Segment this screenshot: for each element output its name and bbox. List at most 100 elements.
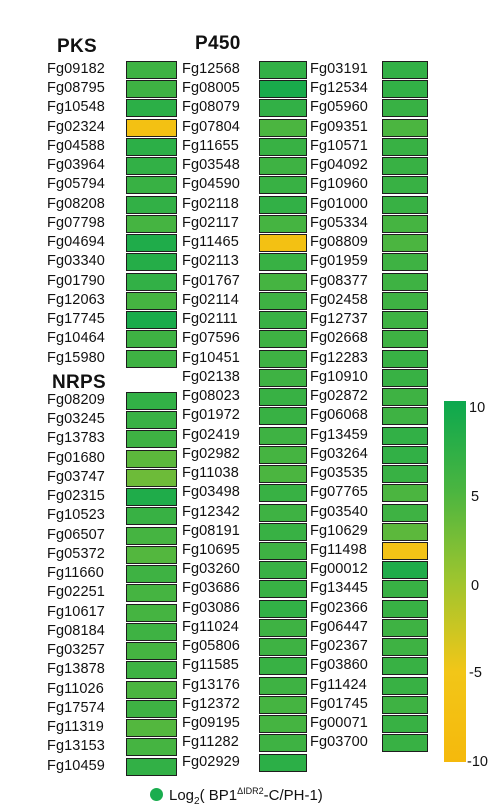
gene-label: Fg13445 bbox=[310, 580, 368, 597]
gene-label: Fg11585 bbox=[182, 657, 239, 674]
heatmap-cell bbox=[259, 99, 307, 118]
gene-label: Fg12063 bbox=[47, 291, 105, 308]
heatmap-cell bbox=[126, 80, 177, 99]
gene-label: Fg11660 bbox=[47, 565, 104, 582]
heatmap-cell bbox=[126, 157, 177, 176]
heatmap-cell bbox=[259, 311, 307, 330]
gene-label: Fg01790 bbox=[47, 272, 105, 289]
pks-header: PKS bbox=[57, 36, 97, 57]
gene-label: Fg01972 bbox=[182, 407, 240, 424]
heatmap-cell bbox=[126, 738, 177, 757]
heatmap-cell bbox=[126, 392, 177, 410]
heatmap-cell bbox=[126, 468, 177, 487]
gene-label: Fg04694 bbox=[47, 234, 105, 251]
heatmap-cell bbox=[382, 195, 428, 214]
heatmap-cell bbox=[126, 118, 177, 137]
heatmap-cell bbox=[126, 291, 177, 310]
gene-label: Fg12568 bbox=[182, 61, 240, 77]
gene-label: Fg01959 bbox=[310, 253, 368, 270]
heatmap-cell bbox=[382, 676, 428, 695]
gene-label: Fg11424 bbox=[310, 676, 367, 693]
heatmap-cell bbox=[382, 368, 428, 387]
heatmap-cell bbox=[126, 99, 177, 118]
gene-label: Fg13783 bbox=[47, 430, 105, 447]
gene-label: Fg10617 bbox=[47, 603, 105, 620]
gene-label: Fg01000 bbox=[310, 195, 368, 212]
heatmap-cell bbox=[382, 561, 428, 580]
gene-label: Fg02315 bbox=[47, 488, 105, 505]
heatmap-cell bbox=[382, 407, 428, 426]
heatmap-cell bbox=[126, 719, 177, 738]
heatmap-cell bbox=[382, 657, 428, 676]
heatmap-cell bbox=[259, 118, 307, 137]
gene-label: Fg02138 bbox=[182, 368, 240, 385]
gene-label: Fg10451 bbox=[182, 349, 240, 366]
heatmap-cell bbox=[259, 291, 307, 310]
colorbar bbox=[444, 401, 466, 762]
gene-label: Fg01680 bbox=[47, 449, 105, 466]
heatmap-cell bbox=[259, 580, 307, 599]
gene-label: Fg02668 bbox=[310, 330, 368, 347]
heatmap-cell bbox=[382, 734, 428, 753]
heatmap-cell bbox=[259, 695, 307, 714]
colorbar-tick-neg5: -5 bbox=[469, 665, 482, 681]
heatmap-cell bbox=[259, 176, 307, 195]
gene-label: Fg03686 bbox=[182, 580, 240, 597]
gene-label: Fg10629 bbox=[310, 522, 368, 539]
gene-label: Fg03260 bbox=[182, 561, 240, 578]
gene-label: Fg03535 bbox=[310, 465, 368, 482]
gene-label: Fg04092 bbox=[310, 157, 368, 174]
heatmap-cell bbox=[382, 80, 428, 99]
heatmap-cell bbox=[259, 80, 307, 99]
gene-label: Fg07765 bbox=[310, 484, 368, 501]
gene-label: Fg11655 bbox=[182, 137, 239, 154]
legend-sub: 2 bbox=[194, 796, 200, 807]
gene-label: Fg06507 bbox=[47, 526, 105, 543]
gene-label: Fg08079 bbox=[182, 99, 240, 116]
heatmap-cell bbox=[126, 642, 177, 661]
heatmap-cell bbox=[126, 430, 177, 449]
gene-label: Fg11465 bbox=[182, 234, 239, 251]
legend-rest: -C/PH-1) bbox=[263, 787, 323, 804]
gene-label: Fg05794 bbox=[47, 176, 105, 193]
p450-header: P450 bbox=[195, 33, 241, 54]
gene-label: Fg02367 bbox=[310, 638, 368, 655]
heatmap-cell bbox=[382, 484, 428, 503]
gene-label: Fg09351 bbox=[310, 118, 368, 135]
heatmap-cell bbox=[126, 311, 177, 330]
heatmap-cell bbox=[382, 349, 428, 368]
gene-label: Fg02113 bbox=[182, 253, 239, 270]
gene-label: Fg07804 bbox=[182, 118, 240, 135]
heatmap-cell bbox=[382, 388, 428, 407]
heatmap-cell bbox=[259, 195, 307, 214]
heatmap-cell bbox=[382, 291, 428, 310]
gene-label: Fg09195 bbox=[182, 715, 240, 732]
heatmap-cell bbox=[259, 253, 307, 272]
heatmap-cell bbox=[259, 561, 307, 580]
gene-label: Fg17745 bbox=[47, 311, 105, 328]
heatmap-cell bbox=[259, 734, 307, 753]
heatmap-cell bbox=[382, 157, 428, 176]
gene-label: Fg11038 bbox=[182, 465, 239, 482]
gene-label: Fg03540 bbox=[310, 503, 368, 520]
heatmap-cell bbox=[126, 661, 177, 680]
legend-sup: ΔIDR2 bbox=[237, 786, 264, 796]
gene-label: Fg02118 bbox=[182, 195, 239, 212]
gene-label: Fg05372 bbox=[47, 545, 105, 562]
heatmap-cell bbox=[259, 638, 307, 657]
gene-label: Fg02114 bbox=[182, 291, 239, 308]
gene-label: Fg01767 bbox=[182, 272, 240, 289]
heatmap-cell bbox=[259, 388, 307, 407]
colorbar-tick-0: 0 bbox=[471, 578, 480, 594]
heatmap-cell bbox=[382, 214, 428, 233]
gene-label: Fg11024 bbox=[182, 618, 239, 635]
gene-label: Fg05960 bbox=[310, 99, 368, 116]
heatmap-cell bbox=[259, 330, 307, 349]
heatmap-cell bbox=[382, 638, 428, 657]
heatmap-cell bbox=[126, 545, 177, 564]
gene-label: Fg08209 bbox=[47, 392, 105, 408]
heatmap-cell bbox=[382, 465, 428, 484]
gene-label: Fg03860 bbox=[310, 657, 368, 674]
heatmap-cell bbox=[126, 176, 177, 195]
gene-label: Fg11282 bbox=[182, 734, 239, 751]
